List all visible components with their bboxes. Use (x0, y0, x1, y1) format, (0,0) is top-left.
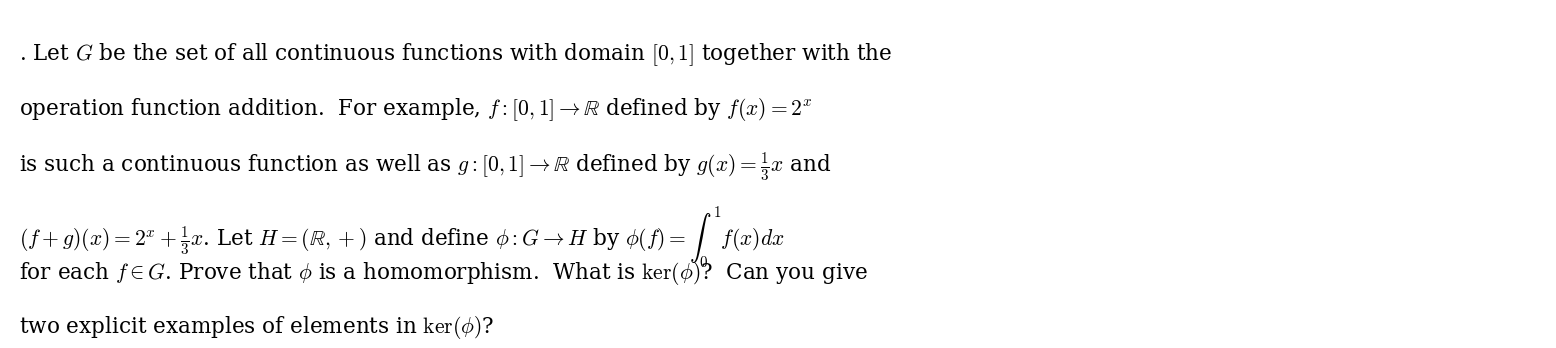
Text: operation function addition.  For example, $f:[0,1]\rightarrow\mathbb{R}$ define: operation function addition. For example… (19, 96, 812, 123)
Text: . Let $G$ be the set of all continuous functions with domain $[0,1]$ together wi: . Let $G$ be the set of all continuous f… (19, 41, 892, 68)
Text: $(f+g)(x) = 2^x + \frac{1}{3}x$. Let $H = (\mathbb{R},+)$ and define $\phi:G\rig: $(f+g)(x) = 2^x + \frac{1}{3}x$. Let $H … (19, 205, 784, 270)
Text: two explicit examples of elements in $\ker(\phi)$?: two explicit examples of elements in $\k… (19, 314, 493, 341)
Text: for each $f\in G$. Prove that $\phi$ is a homomorphism.  What is $\ker(\phi)$?  : for each $f\in G$. Prove that $\phi$ is … (19, 260, 868, 286)
Text: is such a continuous function as well as $g:[0,1]\rightarrow\mathbb{R}$ defined : is such a continuous function as well as… (19, 150, 831, 183)
